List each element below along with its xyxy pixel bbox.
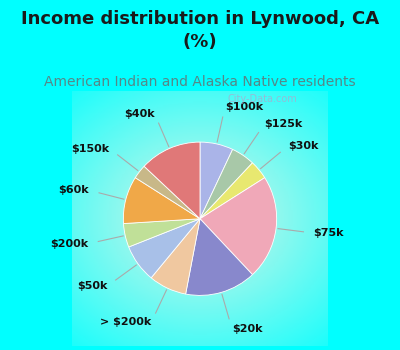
Text: $100k: $100k (225, 102, 263, 112)
Text: > $200k: > $200k (100, 317, 151, 327)
Text: American Indian and Alaska Native residents: American Indian and Alaska Native reside… (44, 75, 356, 89)
Wedge shape (129, 219, 200, 278)
Text: $20k: $20k (232, 324, 262, 334)
Wedge shape (200, 142, 233, 219)
Text: $40k: $40k (124, 109, 154, 119)
Wedge shape (124, 219, 200, 247)
Text: $50k: $50k (77, 281, 107, 291)
Text: $125k: $125k (264, 119, 302, 129)
Text: $75k: $75k (314, 228, 344, 238)
Text: $30k: $30k (288, 141, 318, 151)
Text: Income distribution in Lynwood, CA
(%): Income distribution in Lynwood, CA (%) (21, 10, 379, 51)
Wedge shape (186, 219, 252, 295)
Wedge shape (200, 163, 265, 219)
Wedge shape (200, 149, 252, 219)
Wedge shape (123, 178, 200, 224)
Text: $150k: $150k (72, 144, 110, 154)
Wedge shape (135, 166, 200, 219)
Text: City-Data.com: City-Data.com (227, 94, 297, 104)
Wedge shape (200, 178, 277, 275)
Wedge shape (151, 219, 200, 294)
Text: $200k: $200k (50, 239, 88, 249)
Text: $60k: $60k (58, 185, 89, 195)
Wedge shape (144, 142, 200, 219)
